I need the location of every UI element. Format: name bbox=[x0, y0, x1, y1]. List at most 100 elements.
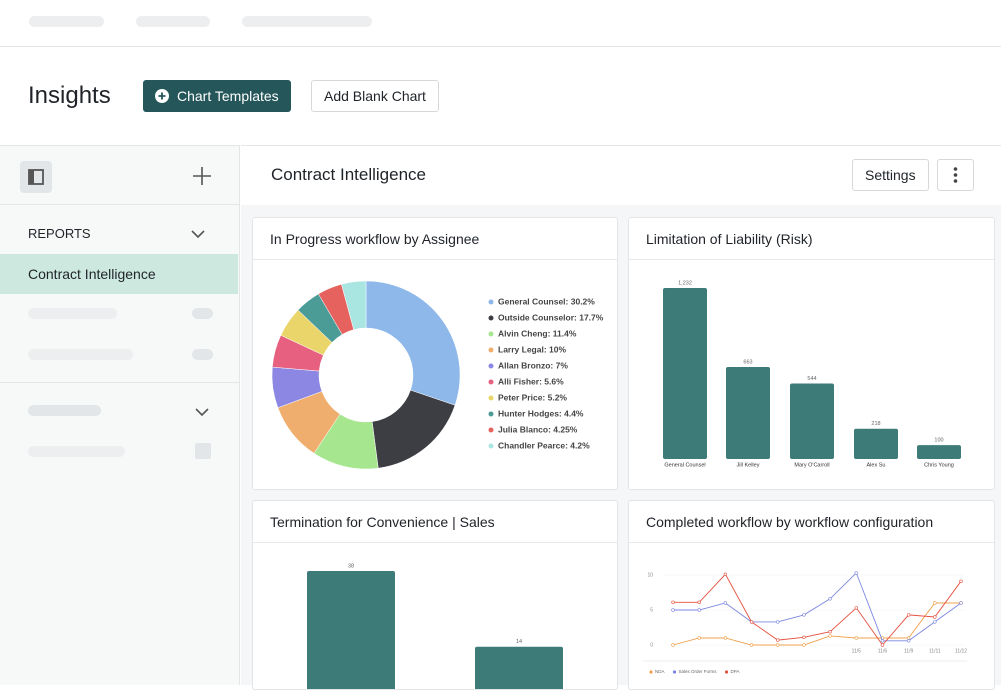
point bbox=[671, 600, 675, 604]
x-tick-label: General Counsel bbox=[664, 462, 705, 468]
chart-card: Limitation of Liability (Risk) 1,232 Gene… bbox=[628, 217, 995, 490]
point bbox=[933, 615, 937, 619]
legend-label: NDA bbox=[655, 669, 665, 674]
legend-swatch bbox=[488, 363, 494, 369]
point bbox=[776, 620, 780, 624]
chart-card: Completed workflow by workflow configura… bbox=[628, 500, 995, 690]
bar bbox=[663, 288, 707, 459]
plus-icon bbox=[155, 89, 169, 103]
bar bbox=[307, 571, 395, 689]
add-blank-chart-button[interactable]: Add Blank Chart bbox=[311, 80, 439, 112]
legend-swatch bbox=[488, 379, 494, 385]
point bbox=[854, 636, 858, 640]
placeholder bbox=[29, 16, 104, 27]
bar bbox=[475, 646, 563, 689]
section-label: REPORTS bbox=[28, 226, 91, 241]
placeholder bbox=[195, 443, 211, 459]
legend-label: Sales Order Forms bbox=[679, 669, 718, 674]
x-tick-label: Chris Young bbox=[924, 462, 954, 468]
point bbox=[828, 629, 832, 634]
point bbox=[723, 572, 728, 576]
point bbox=[906, 636, 911, 640]
point bbox=[671, 608, 675, 612]
button-label: Settings bbox=[865, 167, 916, 183]
y-tick-label: 10 bbox=[647, 572, 653, 578]
chart-title: Limitation of Liability (Risk) bbox=[629, 218, 994, 260]
point bbox=[697, 600, 701, 604]
chart: 0 5 10 11/5 11/6 11/9 11/11 11/12 NDA Sales Order… bbox=[643, 571, 967, 674]
legend-swatch bbox=[488, 395, 494, 401]
report-title: Contract Intelligence bbox=[271, 165, 426, 184]
add-button[interactable] bbox=[191, 165, 213, 187]
chevron[interactable] bbox=[190, 228, 206, 240]
point bbox=[697, 608, 701, 612]
point bbox=[854, 571, 858, 575]
legend-swatch bbox=[488, 347, 494, 353]
chart: General Counsel: 30.2% Outside Counselor:… bbox=[271, 280, 604, 470]
placeholder bbox=[192, 349, 213, 360]
y-tick-label: 0 bbox=[650, 642, 653, 648]
bar bbox=[917, 445, 961, 459]
legend-swatch bbox=[488, 315, 494, 321]
point bbox=[933, 601, 937, 605]
legend-label: General Counsel: 30.2% bbox=[498, 296, 595, 306]
value-label: 544 bbox=[807, 376, 816, 382]
sidebar: REPORTS Contract Intelligence bbox=[0, 145, 240, 685]
x-tick-label: Jill Kelley bbox=[737, 462, 760, 468]
value-label: 663 bbox=[743, 359, 752, 365]
point bbox=[880, 639, 885, 643]
top-bar bbox=[0, 0, 1001, 47]
legend-label: Julia Blanco: 4.25% bbox=[498, 424, 578, 434]
donut-slice bbox=[341, 280, 367, 330]
bar bbox=[854, 428, 898, 459]
point bbox=[828, 634, 832, 638]
point bbox=[671, 643, 675, 647]
point bbox=[749, 643, 754, 647]
point bbox=[749, 620, 754, 624]
point bbox=[723, 601, 728, 605]
chart-title: In Progress workflow by Assignee bbox=[253, 218, 617, 260]
legend-swatch bbox=[488, 411, 494, 417]
legend-swatch bbox=[488, 443, 494, 449]
point bbox=[776, 638, 780, 642]
placeholder bbox=[192, 308, 213, 319]
chart: 38 14 bbox=[307, 563, 563, 689]
point bbox=[802, 613, 806, 617]
dots-icon bbox=[953, 167, 958, 183]
x-tick-label: 11/11 bbox=[929, 648, 941, 654]
legend-swatch bbox=[488, 427, 494, 433]
value-label: 1,232 bbox=[678, 280, 692, 286]
y-tick-label: 5 bbox=[650, 607, 653, 613]
chart: 1,232 General Counsel 663 Jill Kelley 544 Mar… bbox=[663, 280, 961, 468]
x-tick-label: Mary O'Carroll bbox=[794, 462, 829, 468]
placeholder bbox=[28, 446, 125, 457]
point bbox=[802, 635, 806, 640]
point bbox=[802, 643, 806, 647]
placeholder bbox=[136, 16, 210, 27]
chart-title: Termination for Convenience | Sales bbox=[253, 501, 617, 543]
legend-swatch bbox=[724, 670, 729, 674]
chevron[interactable] bbox=[194, 406, 210, 418]
legend-swatch bbox=[649, 670, 653, 674]
series-line bbox=[673, 573, 962, 646]
chart-title: Completed workflow by workflow configura… bbox=[629, 501, 994, 543]
point bbox=[854, 606, 858, 610]
x-tick-label: Alex Su bbox=[867, 462, 886, 468]
chart-templates-button[interactable]: Chart Templates bbox=[143, 80, 291, 112]
point bbox=[906, 639, 911, 643]
placeholder bbox=[28, 405, 101, 416]
chart-card: Termination for Convenience | Sales 38 14 bbox=[252, 500, 618, 690]
x-tick-label: 11/12 bbox=[955, 648, 967, 654]
sidebar-item[interactable]: Contract Intelligence bbox=[0, 254, 238, 294]
donut-slice bbox=[371, 389, 456, 469]
x-tick-label: 11/6 bbox=[878, 648, 888, 654]
x-tick-label: 11/9 bbox=[904, 648, 914, 654]
placeholder bbox=[242, 16, 372, 27]
settings-button[interactable]: Settings bbox=[852, 159, 929, 191]
value-label: 100 bbox=[934, 438, 943, 444]
collapse-button[interactable] bbox=[20, 161, 52, 193]
button-label: Chart Templates bbox=[177, 88, 279, 104]
more-button[interactable] bbox=[937, 159, 974, 191]
panel-icon bbox=[28, 169, 44, 185]
